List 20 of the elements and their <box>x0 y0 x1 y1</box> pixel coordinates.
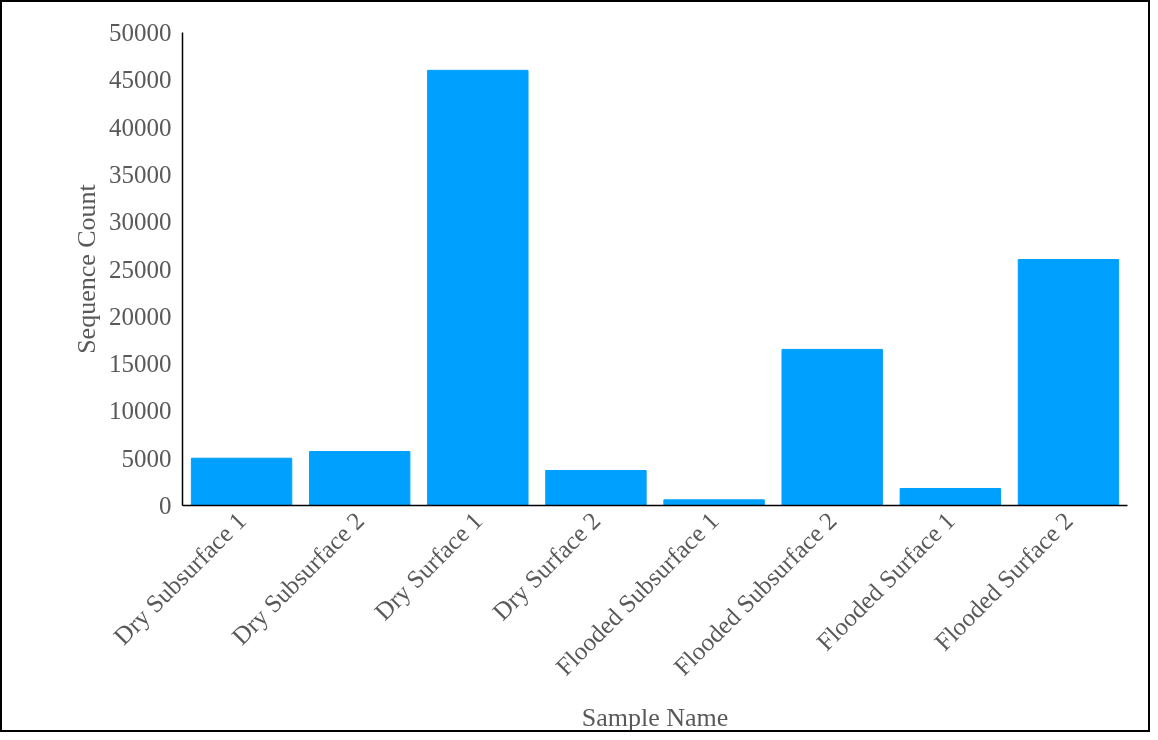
y-tick-label: 10000 <box>109 397 172 425</box>
y-axis-title: Sequence Count <box>72 183 101 354</box>
y-tick-label: 5000 <box>121 444 172 472</box>
y-tick-label: 25000 <box>109 255 172 283</box>
y-tick-label: 0 <box>159 492 172 519</box>
y-tick-label: 30000 <box>109 208 172 236</box>
y-tick-label: 35000 <box>109 160 172 188</box>
y-tick-label: 20000 <box>109 302 172 330</box>
bar <box>427 69 529 506</box>
bar <box>663 499 765 506</box>
bar <box>781 348 883 506</box>
y-tick-label: 50000 <box>109 19 172 46</box>
bar <box>308 451 411 506</box>
bar <box>1017 259 1120 506</box>
y-tick-label: 40000 <box>109 113 172 141</box>
bar <box>899 487 1002 506</box>
y-tick-label: 45000 <box>109 66 172 94</box>
bar <box>190 457 293 506</box>
bar <box>545 470 647 506</box>
y-tick-label: 15000 <box>109 350 172 378</box>
